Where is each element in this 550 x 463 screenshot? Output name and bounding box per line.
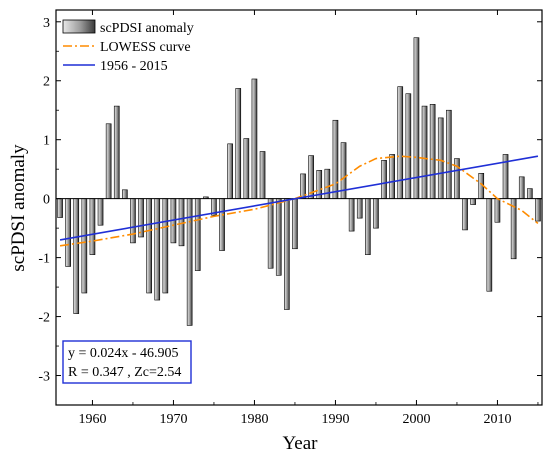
bar-2006 xyxy=(462,198,468,231)
bar-2004 xyxy=(446,109,452,199)
x-tick-label: 1960 xyxy=(78,412,106,427)
legend-label-bars: scPDSI anomaly xyxy=(100,21,194,36)
bar-1960 xyxy=(89,198,96,255)
equation-box: y = 0.024x - 46.905 R = 0.347 , Zc=2.54 xyxy=(62,340,192,384)
bar-2007 xyxy=(470,198,476,205)
bar-1967 xyxy=(146,198,152,294)
equation-line-2: R = 0.347 , Zc=2.54 xyxy=(68,365,181,380)
bar-1989 xyxy=(324,168,331,199)
y-tick-label: 2 xyxy=(43,75,50,90)
bar-1982 xyxy=(267,198,274,269)
bar-1965 xyxy=(130,198,136,244)
bar-1959 xyxy=(81,198,88,294)
bar-2005 xyxy=(454,158,460,199)
bar-2013 xyxy=(518,176,525,199)
bar-1966 xyxy=(138,198,144,238)
bar-1968 xyxy=(154,198,161,301)
bar-1963 xyxy=(113,105,120,199)
legend-label-trend: 1956 - 2015 xyxy=(100,59,168,74)
trend-line xyxy=(59,155,539,241)
bar-2010 xyxy=(494,198,501,223)
bar-1969 xyxy=(162,198,169,294)
y-axis-ticks: -3 -2 -1 0 1 2 3 xyxy=(38,16,542,406)
x-axis-ticks: 1960 1970 1980 1990 2000 2010 xyxy=(78,10,539,427)
bar-1990 xyxy=(332,119,339,199)
y-tick-label: -3 xyxy=(38,370,50,385)
plot-frame xyxy=(55,9,543,406)
bar-1977 xyxy=(227,143,233,199)
bar-1957 xyxy=(65,198,71,267)
bar-1976 xyxy=(219,198,225,251)
bar-1993 xyxy=(356,198,363,219)
legend-label-lowess: LOWESS curve xyxy=(100,40,191,55)
bar-1964 xyxy=(122,189,128,199)
bar-2014 xyxy=(527,188,533,199)
bar-1998 xyxy=(397,86,404,199)
bar-1992 xyxy=(348,198,355,232)
legend: scPDSI anomaly LOWESS curve 1956 - 2015 xyxy=(62,19,194,74)
x-tick-label: 1990 xyxy=(321,412,349,427)
bar-1996 xyxy=(381,160,387,199)
bar-1980 xyxy=(251,78,258,199)
y-tick-label: 0 xyxy=(43,193,50,208)
x-axis-title: Year xyxy=(282,433,318,454)
equation-line-1: y = 0.024x - 46.905 xyxy=(68,346,179,361)
y-tick-label: 3 xyxy=(43,16,50,31)
x-tick-label: 1980 xyxy=(240,412,268,427)
equation-box-border xyxy=(62,340,192,384)
bar-1979 xyxy=(243,138,250,199)
bar-1997 xyxy=(389,154,395,199)
bar-1983 xyxy=(275,198,282,276)
bar-2002 xyxy=(429,104,436,199)
x-tick-label: 2000 xyxy=(402,412,430,427)
bar-1956 xyxy=(57,198,63,218)
legend-swatch-bars xyxy=(62,19,96,34)
bar-1961 xyxy=(97,198,104,226)
bar-1995 xyxy=(373,198,379,229)
bar-2015 xyxy=(535,198,541,222)
x-tick-label: 2010 xyxy=(483,412,511,427)
x-tick-label: 1970 xyxy=(159,412,187,427)
y-tick-label: -1 xyxy=(38,252,50,267)
bar-2003 xyxy=(437,117,444,199)
bar-1978 xyxy=(235,88,242,199)
bar-1973 xyxy=(194,198,201,271)
y-axis-title: scPDSI anomaly xyxy=(8,144,29,272)
bar-1962 xyxy=(105,123,112,199)
y-tick-label: -2 xyxy=(38,311,50,326)
bar-2009 xyxy=(486,198,493,292)
bar-1981 xyxy=(259,151,266,199)
bar-2001 xyxy=(421,105,428,199)
lowess-curve-line xyxy=(59,155,539,247)
bar-2012 xyxy=(510,198,517,260)
y-tick-label: 1 xyxy=(43,134,50,149)
bar-1994 xyxy=(365,198,371,255)
bar-series xyxy=(57,37,541,326)
bar-1984 xyxy=(284,198,290,310)
bar-1985 xyxy=(292,198,298,250)
bar-1999 xyxy=(405,93,412,199)
bar-2000 xyxy=(413,37,420,199)
bar-1958 xyxy=(73,198,80,314)
